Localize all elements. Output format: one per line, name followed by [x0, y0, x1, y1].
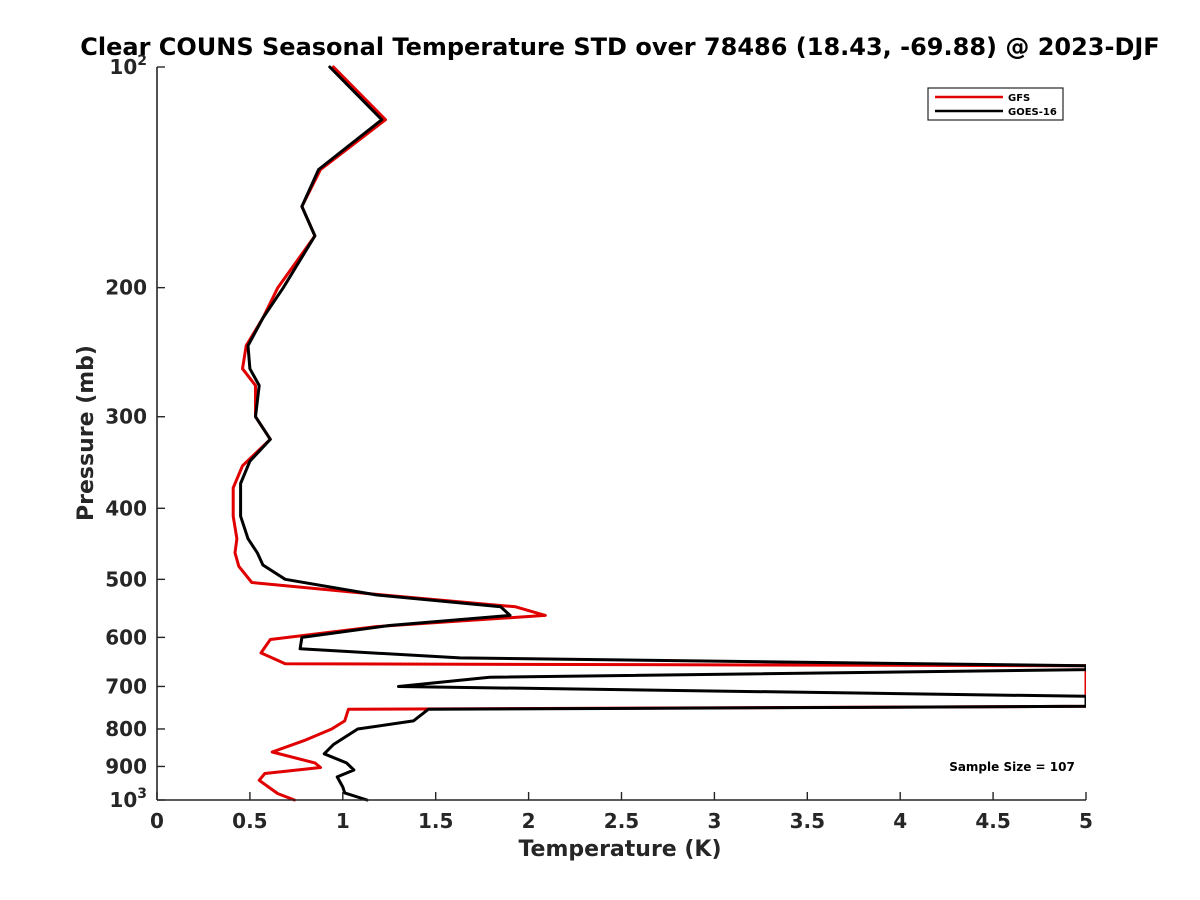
y-tick-label: 400 [105, 496, 147, 520]
sample-size-annotation: Sample Size = 107 [949, 760, 1075, 774]
x-tick-label: 3.5 [790, 809, 825, 833]
y-tick-label: 700 [105, 674, 147, 698]
x-tick-label: 4.5 [975, 809, 1010, 833]
x-tick-label: 2 [522, 809, 536, 833]
x-tick-label: 0 [150, 809, 164, 833]
x-tick-group: 0 0.5 1 1.5 2 2.5 3 3.5 4 4.5 5 [150, 792, 1093, 833]
x-tick-label: 1 [336, 809, 350, 833]
legend-label-goes16: GOES-16 [1008, 107, 1057, 118]
y-tick-label: 900 [105, 754, 147, 778]
y-tick-label: 800 [105, 717, 147, 741]
y-tick-label: 200 [105, 276, 147, 300]
legend-box [927, 87, 1064, 121]
x-tick-label: 5 [1079, 809, 1093, 833]
y-tick-group: 102 200 300 400 500 600 700 800 900 103 [105, 53, 165, 812]
x-tick-label: 0.5 [232, 809, 267, 833]
y-tick-label: 102 [109, 53, 147, 79]
y-tick-label: 500 [105, 567, 147, 591]
y-tick-label: 600 [105, 625, 147, 649]
x-tick-label: 1.5 [418, 809, 453, 833]
x-axis-label: Temperature (K) [518, 837, 721, 862]
x-tick-label: 2.5 [604, 809, 639, 833]
y-tick-label: 103 [109, 786, 147, 812]
x-tick-label: 4 [893, 809, 907, 833]
legend: GFS GOES-16 [927, 87, 1064, 121]
legend-label-gfs: GFS [1008, 93, 1030, 104]
series-line-goes16 [239, 65, 1086, 802]
chart-title: Clear COUNS Seasonal Temperature STD ove… [80, 33, 1159, 61]
y-tick-label: 300 [105, 405, 147, 429]
y-axis-label: Pressure (mb) [74, 345, 99, 521]
x-tick-label: 3 [707, 809, 721, 833]
series-layer [231, 65, 1086, 802]
